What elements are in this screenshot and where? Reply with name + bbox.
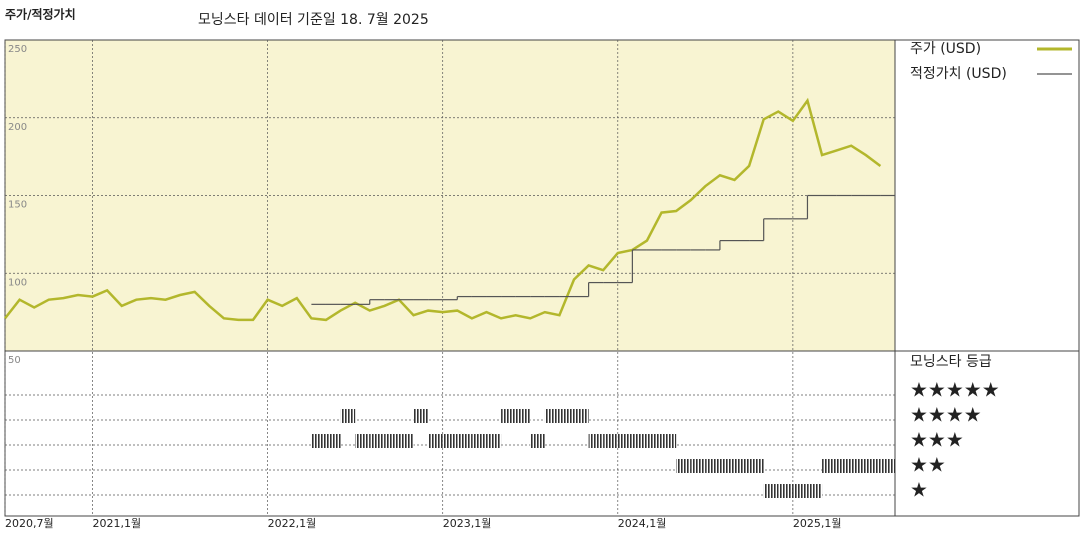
rating-bar [851, 459, 866, 473]
rating-bar [325, 434, 341, 448]
rating-bar [646, 434, 662, 448]
rating-panel [4, 350, 896, 517]
rating-bar [603, 434, 618, 448]
rating-bar [588, 434, 604, 448]
rating-bar [822, 459, 837, 473]
legend-label: 적정가치 (USD) [910, 66, 1007, 82]
rating-bar [428, 434, 443, 448]
rating-bar [501, 409, 516, 423]
legend-label: 주가 (USD) [910, 41, 981, 57]
rating-bar [734, 459, 750, 473]
x-tick-label: 2020,7월 [5, 517, 54, 530]
rating-label: ★★★★ [910, 403, 982, 427]
rating-bar [705, 459, 720, 473]
rating-label: ★★ [910, 453, 946, 477]
rating-bar [836, 459, 852, 473]
rating-label: ★★★ [910, 428, 964, 452]
rating-bar [530, 434, 545, 448]
rating-bar [442, 434, 458, 448]
rating-bar [719, 459, 735, 473]
rating-bar [632, 434, 647, 448]
x-tick-label: 2023,1월 [443, 517, 492, 530]
rating-legend-panel [894, 350, 1080, 517]
rating-bar [792, 484, 808, 498]
rating-bar [515, 409, 531, 423]
rating-bar [471, 434, 487, 448]
rating-bar [559, 409, 575, 423]
legend-panel [894, 39, 1080, 352]
x-tick-label: 2024,1월 [618, 517, 667, 530]
y-tick-label: 50 [8, 355, 21, 366]
rating-bar [690, 459, 706, 473]
rating-bar [778, 484, 793, 498]
rating-bar [865, 459, 881, 473]
rating-label: ★★★★★ [910, 378, 1000, 402]
y-tick-label: 200 [8, 122, 27, 133]
rating-bar [311, 434, 326, 448]
rating-bar [544, 409, 560, 423]
rating-bar [880, 459, 895, 473]
price-line [4, 97, 882, 322]
rating-bar [340, 409, 356, 423]
rating-bar [369, 434, 385, 448]
chart-title: 주가/적정가치 [5, 7, 76, 22]
ratings-title: 모닝스타 등급 [910, 354, 992, 370]
rating-label: ★ [910, 478, 928, 502]
y-tick-label: 100 [8, 277, 27, 288]
x-tick-label: 2025,1월 [793, 517, 842, 530]
rating-bar [763, 484, 779, 498]
y-tick-label: 250 [8, 44, 27, 55]
x-tick-label: 2022,1월 [268, 517, 317, 530]
x-tick-label: 2021,1월 [93, 517, 142, 530]
rating-bar [413, 409, 429, 423]
rating-bar [807, 484, 823, 498]
rating-bar [486, 434, 502, 448]
rating-bar [398, 434, 414, 448]
rating-bar [661, 434, 677, 448]
rating-bar [355, 434, 370, 448]
rating-bar [574, 409, 589, 423]
rating-bar [457, 434, 472, 448]
rating-bar [384, 434, 399, 448]
rating-bar [676, 459, 691, 473]
rating-bar [617, 434, 633, 448]
rating-bar [749, 459, 764, 473]
chart-subtitle: 모닝스타 데이터 기준일 18. 7월 2025 [198, 12, 429, 28]
y-tick-label: 150 [8, 200, 27, 211]
